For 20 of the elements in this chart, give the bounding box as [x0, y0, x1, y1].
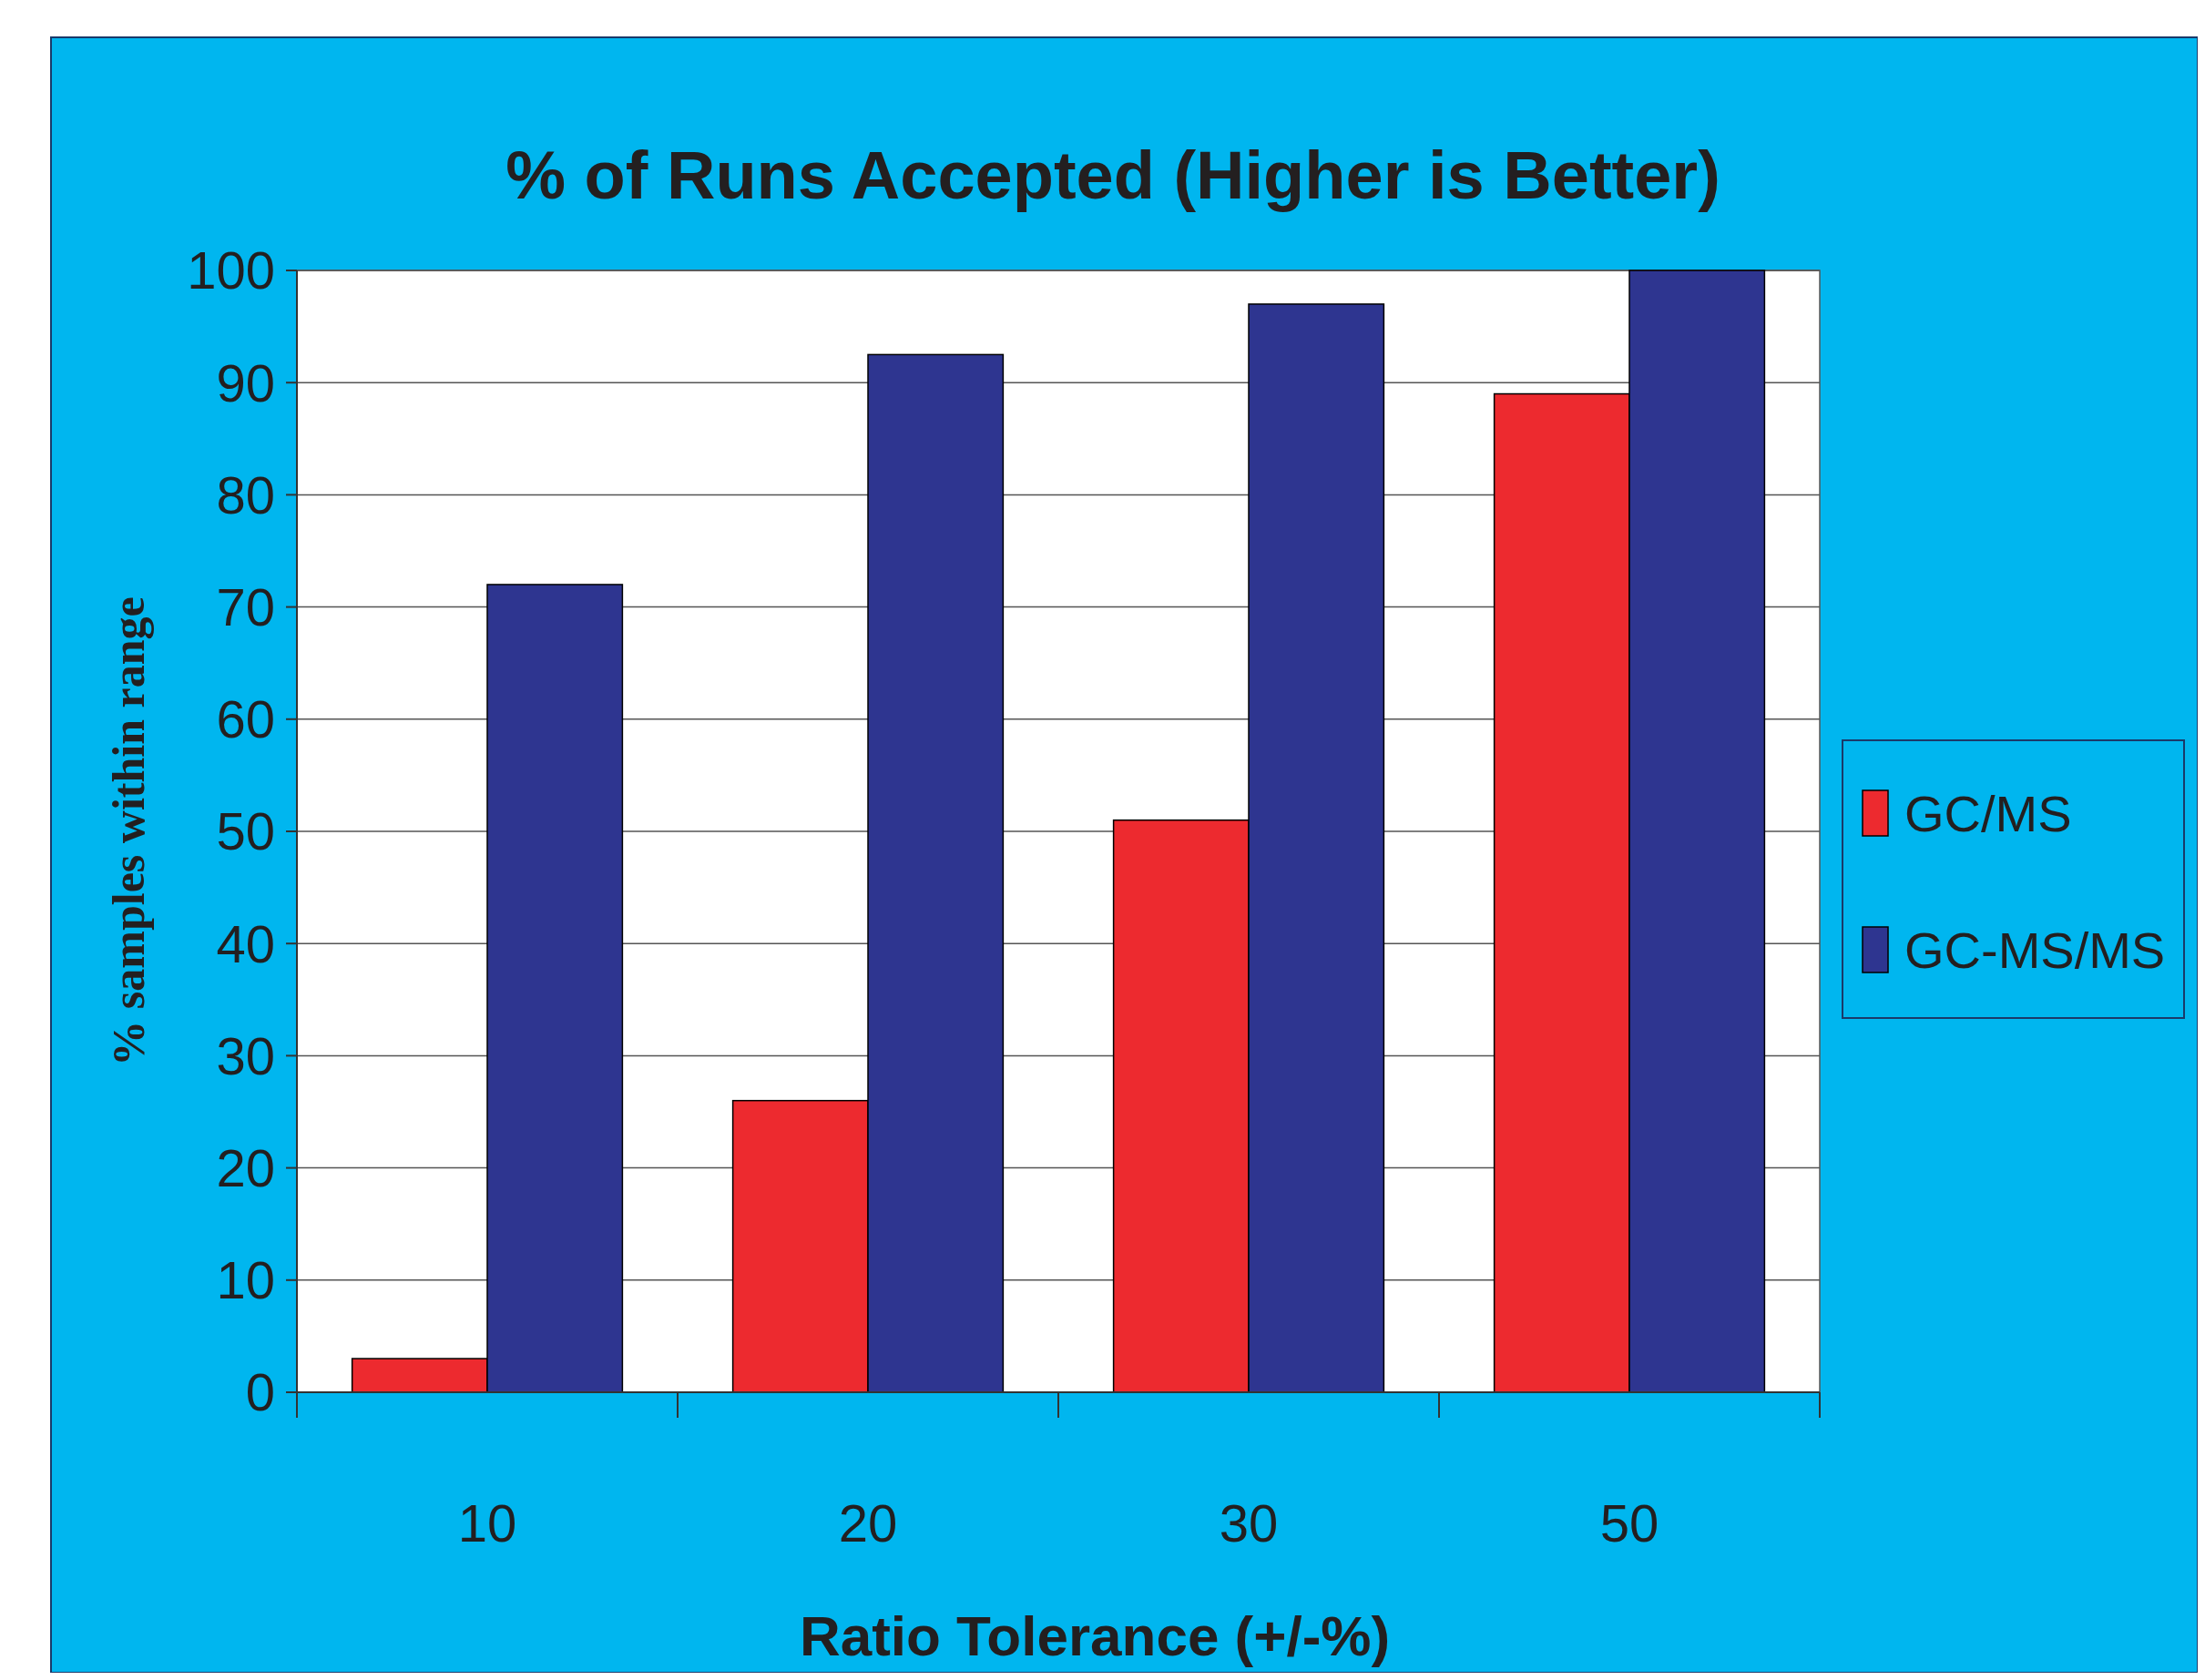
- y-tick-label: 40: [216, 913, 275, 973]
- y-tick-label: 10: [216, 1250, 275, 1310]
- y-tick-label: 100: [187, 240, 275, 300]
- y-tick-label: 90: [216, 352, 275, 412]
- legend-label: GC/MS: [1904, 784, 2072, 842]
- y-tick-label: 0: [245, 1362, 275, 1422]
- y-tick-label: 30: [216, 1025, 275, 1085]
- x-tick-label: 20: [838, 1493, 898, 1553]
- y-tick-label: 80: [216, 464, 275, 524]
- legend-label: GC-MS/MS: [1904, 921, 2166, 979]
- y-tick-label: 60: [216, 689, 275, 749]
- x-axis-title: Ratio Tolerance (+/-%): [799, 1604, 1391, 1667]
- x-tick-label: 30: [1219, 1493, 1279, 1553]
- y-axis-title: % samples within range: [103, 596, 154, 1066]
- x-tick-label: 10: [457, 1493, 517, 1553]
- y-tick-label: 70: [216, 576, 275, 636]
- x-tick-label: 50: [1599, 1493, 1659, 1553]
- chart-title: % of Runs Accepted (Higher is Better): [505, 137, 1720, 213]
- y-tick-label: 20: [216, 1137, 275, 1197]
- y-tick-label: 50: [216, 801, 275, 861]
